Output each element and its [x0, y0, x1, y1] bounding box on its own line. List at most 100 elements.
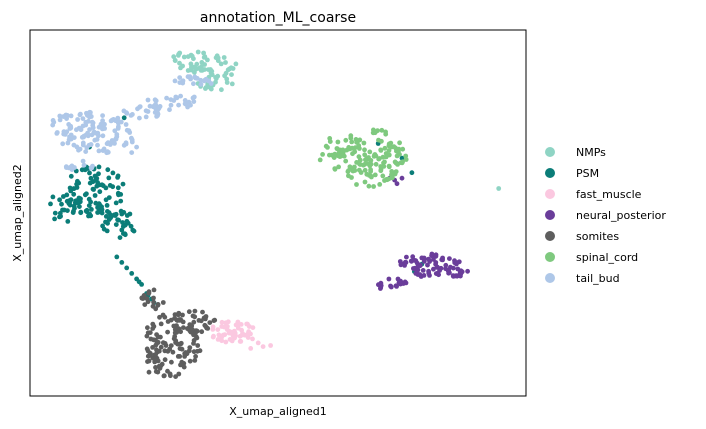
point-somites	[165, 329, 171, 335]
point-tail_bud	[108, 118, 114, 124]
point-NMPs	[171, 54, 177, 60]
point-somites	[173, 338, 179, 344]
point-NMPs	[189, 64, 194, 70]
point-tail_bud	[137, 104, 143, 109]
point-tail_bud	[208, 81, 214, 86]
point-PSM	[71, 208, 76, 214]
point-NMPs	[196, 66, 202, 71]
point-tail_bud	[123, 122, 129, 127]
point-spinal_cord	[378, 164, 384, 169]
point-PSM	[71, 203, 77, 209]
point-fast_muscle	[232, 335, 237, 341]
point-NMPs	[221, 55, 227, 60]
point-PSM	[68, 197, 74, 203]
point-fast_muscle	[215, 337, 221, 342]
point-NMPs	[202, 62, 208, 67]
point-PSM	[103, 185, 109, 191]
point-tail_bud	[164, 95, 170, 101]
point-tail_bud	[102, 126, 107, 131]
point-spinal_cord	[397, 140, 402, 146]
point-neural_posterior	[417, 263, 423, 269]
point-NMPs	[181, 54, 187, 60]
legend-label-fast_muscle: fast_muscle	[576, 188, 642, 201]
point-tail_bud	[145, 97, 151, 103]
point-tail_bud	[88, 142, 94, 148]
point-neural_posterior	[376, 282, 381, 288]
point-neural_posterior	[434, 264, 440, 270]
point-spinal_cord	[327, 136, 333, 141]
point-somites	[148, 336, 154, 342]
point-neural_posterior	[419, 255, 425, 261]
point-tail_bud	[64, 165, 69, 171]
point-PSM	[136, 279, 142, 285]
point-spinal_cord	[371, 127, 376, 133]
point-tail_bud	[83, 132, 89, 138]
point-PSM	[399, 155, 405, 161]
point-PSM	[104, 228, 110, 234]
point-neural_posterior	[411, 266, 416, 271]
point-fast_muscle	[255, 340, 261, 346]
point-PSM	[128, 223, 134, 229]
point-tail_bud	[168, 102, 174, 108]
point-somites	[158, 334, 163, 340]
point-spinal_cord	[350, 168, 356, 174]
point-NMPs	[223, 60, 228, 65]
point-tail_bud	[180, 78, 186, 84]
point-tail_bud	[57, 117, 63, 123]
point-somites	[177, 354, 183, 359]
point-tail_bud	[95, 142, 100, 148]
point-somites	[150, 321, 156, 327]
point-fast_muscle	[215, 327, 221, 332]
point-PSM	[127, 211, 133, 217]
point-tail_bud	[113, 136, 119, 142]
point-somites	[171, 323, 177, 329]
legend-marker-neural_posterior	[545, 210, 555, 220]
point-PSM	[113, 222, 119, 228]
legend-label-NMPs: NMPs	[576, 146, 606, 159]
point-tail_bud	[54, 130, 60, 135]
x-axis-label: X_umap_aligned1	[229, 405, 327, 418]
point-NMPs	[230, 66, 236, 71]
point-somites	[165, 319, 171, 324]
point-PSM	[99, 207, 105, 213]
point-NMPs	[218, 61, 224, 67]
point-tail_bud	[191, 81, 196, 87]
point-PSM	[75, 178, 80, 184]
point-PSM	[118, 198, 124, 204]
point-spinal_cord	[361, 140, 367, 146]
point-somites	[145, 325, 150, 331]
point-fast_muscle	[219, 319, 225, 325]
point-neural_posterior	[450, 273, 456, 279]
point-neural_posterior	[417, 272, 423, 277]
point-neural_posterior	[399, 175, 405, 181]
point-fast_muscle	[246, 324, 252, 329]
point-spinal_cord	[376, 137, 381, 143]
point-fast_muscle	[248, 346, 254, 351]
point-spinal_cord	[382, 145, 388, 151]
point-somites	[176, 371, 182, 377]
point-somites	[156, 348, 162, 354]
legend-label-tail_bud: tail_bud	[576, 272, 620, 285]
point-somites	[203, 316, 208, 322]
point-somites	[187, 345, 193, 350]
point-spinal_cord	[352, 149, 358, 155]
plot-frame	[29, 29, 527, 397]
point-PSM	[65, 219, 71, 224]
point-tail_bud	[156, 106, 162, 111]
point-PSM	[50, 194, 56, 200]
point-fast_muscle	[260, 344, 266, 349]
point-somites	[191, 319, 197, 325]
point-NMPs	[192, 65, 198, 70]
point-spinal_cord	[368, 169, 373, 174]
point-tail_bud	[50, 118, 56, 123]
point-PSM	[97, 189, 103, 195]
point-PSM	[87, 180, 93, 186]
point-PSM	[58, 213, 63, 219]
point-spinal_cord	[400, 159, 405, 165]
point-tail_bud	[134, 144, 140, 150]
point-PSM	[86, 196, 92, 202]
point-somites	[191, 332, 196, 338]
point-spinal_cord	[392, 159, 398, 165]
point-tail_bud	[50, 122, 56, 128]
point-spinal_cord	[349, 139, 355, 145]
